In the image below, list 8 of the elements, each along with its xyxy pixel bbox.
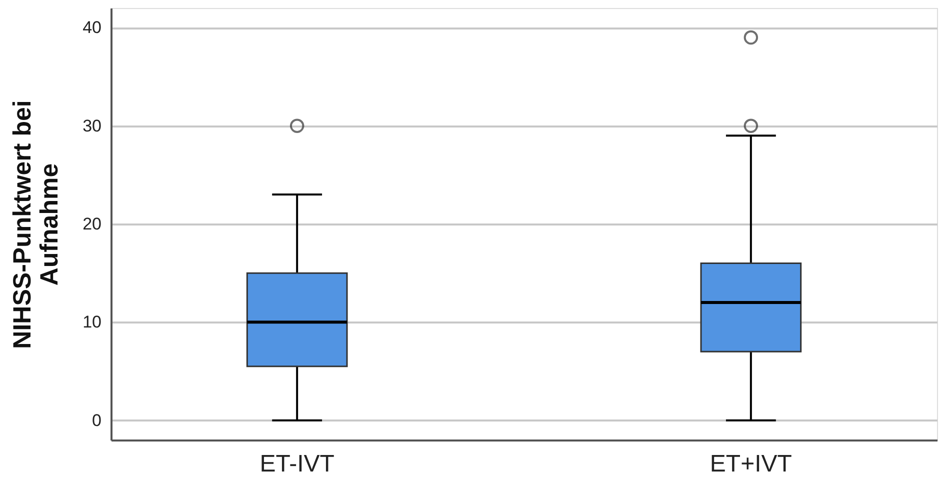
x-tick-label: ET+IVT xyxy=(710,450,792,478)
y-axis-title: NIHSS-Punktwert bei Aufnahme xyxy=(8,100,64,349)
y-tick-label: 20 xyxy=(82,214,102,234)
y-tick-label: 10 xyxy=(82,312,102,332)
y-tick-label: 30 xyxy=(82,116,102,136)
y-tick-label: 40 xyxy=(82,18,102,38)
x-tick-label: ET-IVT xyxy=(260,450,335,478)
y-tick-label: 0 xyxy=(92,410,102,430)
